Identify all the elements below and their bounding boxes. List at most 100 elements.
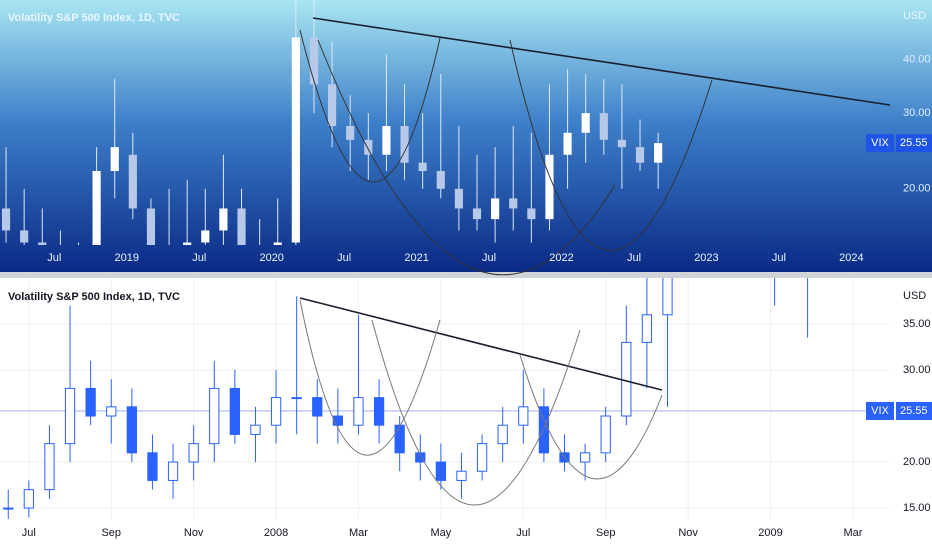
- arc: [299, 299, 441, 456]
- candle-body: [110, 147, 119, 172]
- y-tick-label: 30.00: [903, 364, 931, 376]
- candle-body: [454, 188, 463, 209]
- candle-body: [662, 278, 673, 316]
- candle-body: [382, 126, 391, 155]
- x-tick-label: Sep: [101, 527, 121, 539]
- candle-body: [400, 126, 409, 163]
- arc: [519, 354, 663, 480]
- x-tick-label: 2024: [839, 252, 863, 264]
- candle-body: [353, 397, 364, 426]
- top-panel: [0, 0, 932, 272]
- candle-body: [581, 113, 590, 133]
- x-tick-label: Mar: [843, 527, 862, 539]
- candle-body: [147, 452, 158, 481]
- arc: [299, 29, 441, 183]
- candle-body: [491, 198, 500, 220]
- candle-body: [476, 443, 488, 472]
- candle-body: [291, 37, 300, 243]
- candle-body: [183, 242, 192, 245]
- candle-body: [209, 387, 220, 445]
- candle-body: [364, 139, 373, 155]
- candle-body: [418, 162, 427, 172]
- candle-body: [373, 397, 385, 426]
- y-tick-label: 20.00: [903, 456, 931, 468]
- drawings: [299, 17, 891, 506]
- candle-body: [250, 424, 261, 435]
- bottom-plot: [0, 278, 890, 520]
- x-tick-label: Jul: [47, 252, 61, 264]
- candle-body: [497, 424, 508, 445]
- x-tick-label: Sep: [596, 527, 616, 539]
- candle-body: [545, 154, 554, 220]
- candle-body: [654, 143, 663, 163]
- candle-body: [270, 397, 282, 426]
- currency: USD: [903, 10, 926, 22]
- candle-body: [106, 406, 117, 417]
- candle-body: [20, 230, 29, 243]
- arc: [371, 319, 581, 506]
- vix-tag: [866, 134, 894, 153]
- candle-body: [201, 230, 210, 243]
- x-tick-label: 2022: [549, 252, 573, 264]
- x-tick-label: Mar: [349, 527, 368, 539]
- candle-body: [126, 406, 137, 454]
- x-tick-label: Jul: [22, 527, 36, 539]
- candle-body: [146, 208, 156, 245]
- x-tick-label: May: [430, 527, 451, 539]
- candle-body: [38, 242, 47, 245]
- candle-body: [309, 37, 319, 85]
- x-tick-label: 2021: [404, 252, 428, 264]
- candle-body: [188, 443, 199, 463]
- price-label: 25.55: [900, 405, 928, 417]
- vix-symbol: VIX: [871, 137, 889, 149]
- x-tick-label: Jul: [337, 252, 351, 264]
- candle-body: [641, 314, 653, 343]
- arc: [509, 39, 713, 251]
- y-tick-label: 35.00: [903, 318, 931, 330]
- x-tick-label: 2009: [758, 527, 782, 539]
- x-tick-label: 2008: [264, 527, 288, 539]
- y-tick-label: 40.00: [903, 53, 931, 65]
- price-tag: [896, 134, 932, 153]
- candle-body: [518, 406, 529, 426]
- candle-body: [64, 387, 76, 445]
- candle-body: [3, 507, 14, 510]
- candle-body: [415, 452, 426, 463]
- candle-body: [23, 489, 34, 509]
- chart-title: Volatility S&P 500 Index, 1D, TVC: [8, 12, 180, 24]
- candle-body: [599, 113, 608, 140]
- candle-body: [435, 461, 447, 481]
- y-tick-label: 20.00: [903, 183, 931, 195]
- x-tick-label: Nov: [184, 527, 204, 539]
- candle-body: [85, 387, 96, 417]
- candle-body: [312, 397, 323, 417]
- candle-body: [229, 387, 240, 435]
- candle-body: [509, 198, 518, 209]
- candle-body: [328, 84, 337, 127]
- separator: [0, 272, 932, 278]
- bottom-panel: [0, 278, 932, 550]
- x-tick-label: Nov: [678, 527, 698, 539]
- candle-body: [600, 415, 611, 454]
- x-tick-label: Jul: [482, 252, 496, 264]
- candle-body: [563, 132, 572, 155]
- y-tick-label: 15.00: [903, 502, 931, 514]
- y-tick-label: 30.00: [903, 107, 931, 119]
- x-tick-label: 2020: [259, 252, 283, 264]
- price-tag: [896, 401, 932, 420]
- candle-body: [394, 424, 405, 454]
- candle-body: [621, 341, 632, 417]
- vix-tag: [866, 401, 894, 420]
- candle-body: [472, 208, 482, 220]
- candle-body: [44, 443, 55, 491]
- trendline: [299, 297, 663, 391]
- candle-body: [273, 242, 282, 245]
- candle-body: [635, 147, 645, 163]
- x-tick-label: Jul: [772, 252, 786, 264]
- price-label: 25.55: [900, 137, 928, 149]
- x-tick-label: Jul: [627, 252, 641, 264]
- candle-body: [92, 171, 101, 245]
- x-tick-label: 2023: [694, 252, 718, 264]
- x-tick-label: 2019: [115, 252, 139, 264]
- currency: USD: [903, 290, 926, 302]
